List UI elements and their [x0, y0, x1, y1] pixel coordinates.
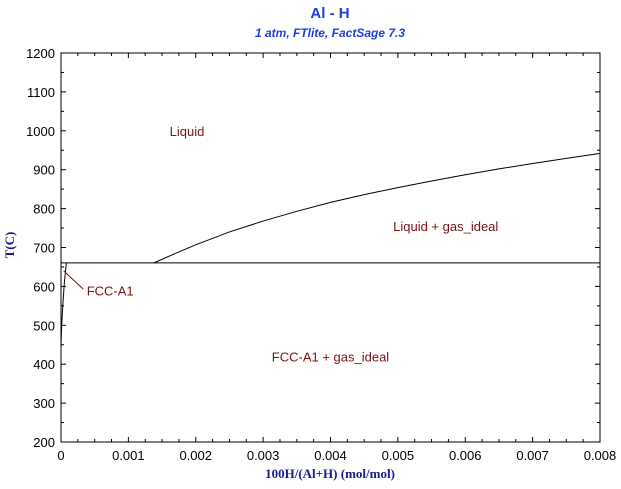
plot-area	[60, 52, 601, 443]
x-tick-label: 0.003	[247, 448, 280, 463]
y-axis-label: T(C)	[2, 232, 17, 259]
region-labels: Liquid Liquid + gas_ideal FCC-A1 FCC-A1 + g…	[87, 124, 499, 365]
plot-frame	[60, 52, 601, 443]
y-tick-label: 1000	[26, 124, 55, 139]
y-tick-label: 300	[33, 396, 55, 411]
x-tick-label: 0.007	[516, 448, 549, 463]
liquid-gas-boundary	[153, 152, 601, 264]
phase-boundaries	[60, 152, 601, 345]
x-tick-label: 0	[57, 448, 64, 463]
y-tick-label: 1100	[27, 85, 55, 100]
y-tick-label: 800	[33, 202, 55, 217]
y-tick-label: 700	[33, 241, 55, 256]
fcc-solubility-boundary	[60, 262, 67, 345]
x-tick-label: 0.002	[179, 448, 212, 463]
chart-subtitle: 1 atm, FTlite, FactSage 7.3	[255, 26, 405, 40]
x-tick-label: 0.004	[314, 448, 347, 463]
x-tick-label: 0.008	[584, 448, 617, 463]
y-tick-label: 1200	[26, 46, 55, 61]
y-tick-label: 400	[33, 357, 55, 372]
y-axis: 200 300 400 500 600 700 800 900 1000 1100 1200	[26, 46, 600, 450]
y-tick-label: 600	[33, 279, 55, 294]
y-tick-label: 500	[33, 318, 55, 333]
chart-title: Al - H	[310, 5, 349, 22]
region-label: FCC-A1	[87, 283, 134, 298]
x-tick-label: 0.006	[449, 448, 482, 463]
region-label: Liquid + gas_ideal	[393, 219, 498, 234]
x-tick-label: 0.001	[112, 448, 145, 463]
region-label: FCC-A1 + gas_ideal	[272, 349, 390, 364]
label-leader-line	[63, 270, 84, 290]
x-axis: 0 0.001 0.002 0.003 0.004 0.005 0.006 0.007 0.00…	[57, 53, 616, 463]
x-tick-label: 0.005	[382, 448, 415, 463]
region-label: Liquid	[170, 124, 205, 139]
x-axis-label: 100H/(Al+H) (mol/mol)	[265, 466, 395, 481]
y-tick-label: 200	[33, 435, 55, 450]
y-tick-label: 900	[33, 163, 55, 178]
